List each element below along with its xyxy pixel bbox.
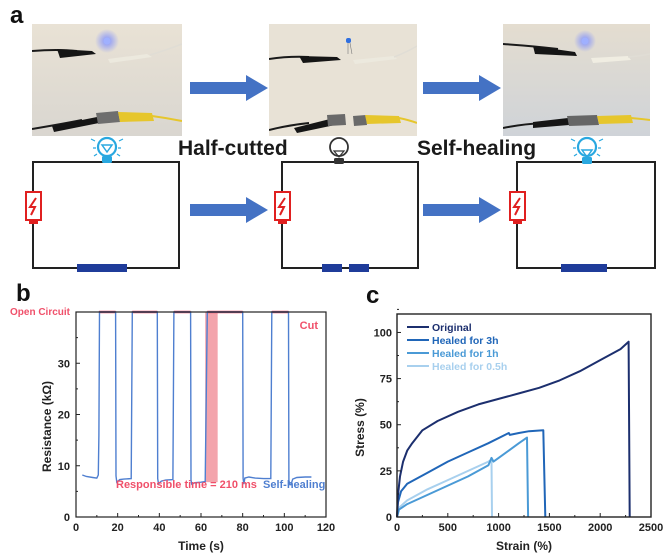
series-line-2 <box>396 436 530 518</box>
photo-original <box>32 24 182 136</box>
x-tick-label: 120 <box>317 522 335 534</box>
circuit-original <box>25 136 180 272</box>
panel-a-label: a <box>10 2 24 29</box>
conductor-half-left <box>322 264 342 272</box>
legend-label: Healed for 3h <box>432 335 499 347</box>
conductor-healed <box>561 264 607 272</box>
annotation-open-circuit: Open Circuit <box>10 307 71 318</box>
x-tick-label: 0 <box>73 522 79 534</box>
y-tick-label: 100 <box>374 327 392 339</box>
conductor-half-right <box>349 264 369 272</box>
y-tick-label: 20 <box>58 410 70 422</box>
arrow-icon <box>190 197 268 223</box>
photo-self-healed <box>503 24 650 136</box>
bulb-lit-icon <box>570 136 604 164</box>
caption-half-cutted: Half-cutted <box>178 137 288 160</box>
circuit-wire <box>281 161 419 269</box>
panel-b-label: b <box>16 280 31 307</box>
panel-c-label: c <box>366 282 380 309</box>
series-line-1 <box>396 429 547 518</box>
chart-b-resistance: 0 20 40 60 80 100 120 0 10 20 30 Time (s) Resistance… <box>10 307 335 553</box>
battery-icon <box>25 191 42 224</box>
response-time-highlight <box>205 312 218 483</box>
x-tick-label: 2000 <box>588 522 612 534</box>
x-tick-label: 1500 <box>537 522 561 534</box>
series-line-3 <box>396 458 493 518</box>
circuit-wire <box>516 161 656 269</box>
legend-label: Original <box>432 322 472 334</box>
chart-c-stress-strain: 0 500 1000 1500 2000 2500 0 25 50 75 100 Strain (%)… <box>353 308 663 553</box>
y-tick-label: 0 <box>64 512 70 524</box>
arrow-icon <box>423 75 501 101</box>
annotation-cut: Cut <box>300 320 319 332</box>
x-tick-label: 2500 <box>639 522 663 534</box>
led-icon <box>581 37 589 45</box>
battery-icon <box>509 191 526 224</box>
series-line-0 <box>82 311 312 486</box>
arrow-icon <box>190 75 268 101</box>
y-axis-label: Resistance (kΩ) <box>40 381 54 472</box>
x-tick-label: 1000 <box>486 522 510 534</box>
x-tick-label: 0 <box>394 522 400 534</box>
x-tick-label: 100 <box>275 522 293 534</box>
bulb-off-icon <box>329 137 349 164</box>
photo-half-cutted <box>269 24 417 136</box>
y-tick-label: 10 <box>58 461 70 473</box>
conductor-intact <box>77 264 127 272</box>
x-axis-label: Strain (%) <box>496 539 552 553</box>
led-icon <box>103 37 111 45</box>
x-tick-label: 500 <box>439 522 457 534</box>
x-tick-label: 80 <box>237 522 249 534</box>
led-icon <box>346 38 351 43</box>
y-tick-label: 0 <box>386 512 392 524</box>
x-axis-label: Time (s) <box>178 539 224 553</box>
annotation-self-healing: Self-healing <box>263 479 325 491</box>
x-tick-label: 60 <box>195 522 207 534</box>
y-tick-label: 25 <box>380 466 392 478</box>
battery-icon <box>274 191 291 224</box>
y-tick-label: 75 <box>380 374 392 386</box>
bulb-lit-icon <box>90 136 124 163</box>
arrow-icon <box>423 197 501 223</box>
y-axis-label: Stress (%) <box>353 398 367 457</box>
series-line-0 <box>396 340 631 518</box>
caption-self-healing: Self-healing <box>417 137 537 160</box>
x-tick-label: 20 <box>112 522 124 534</box>
y-tick-label: 30 <box>58 358 70 370</box>
x-tick-label: 40 <box>153 522 165 534</box>
y-tick-label: 50 <box>380 420 392 432</box>
circuit-wire <box>32 161 180 269</box>
legend-label: Healed for 0.5h <box>432 361 507 373</box>
legend-label: Healed for 1h <box>432 348 499 360</box>
circuit-self-healed <box>509 136 656 272</box>
annotation-responsible-time: Responsible time = 210 ms <box>116 479 257 491</box>
circuit-half-cutted <box>274 137 419 272</box>
